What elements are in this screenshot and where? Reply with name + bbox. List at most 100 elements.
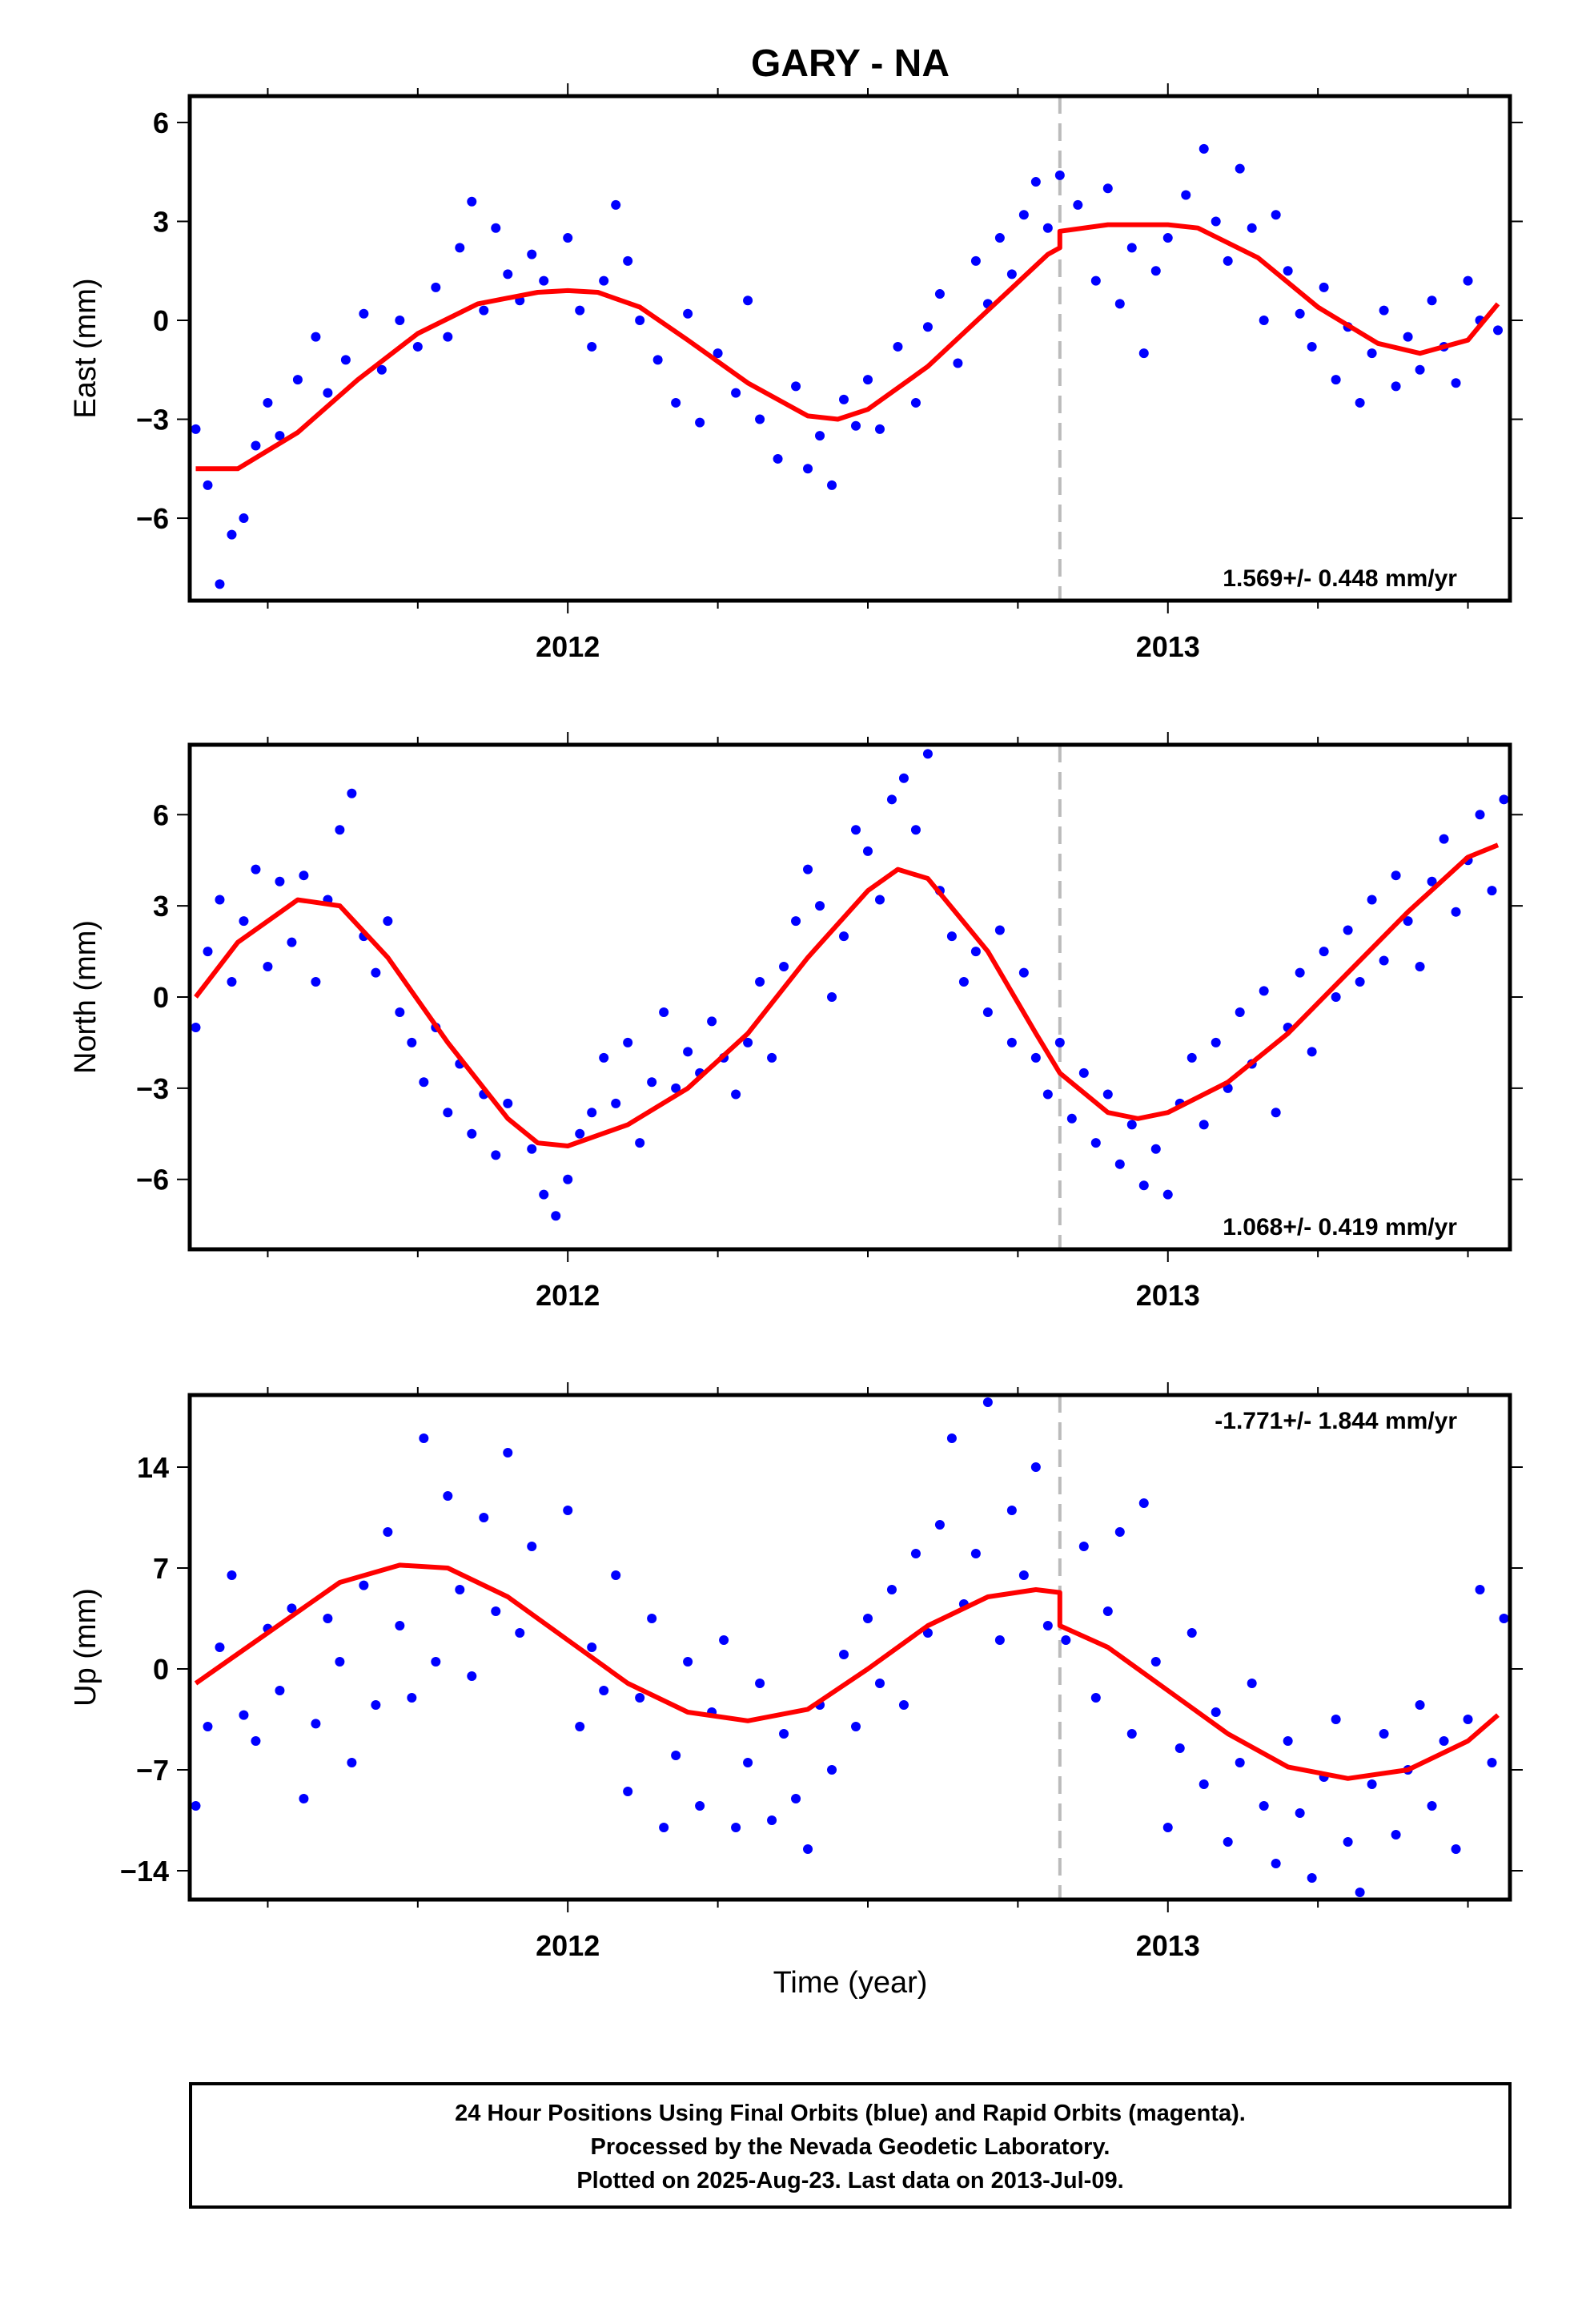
north-data-point: [1126, 1120, 1137, 1130]
east-data-point: [1463, 275, 1473, 286]
east-data-point: [1042, 223, 1053, 233]
north-rate-label: 1.068+/- 0.419 mm/yr: [1223, 1214, 1457, 1240]
up-data-point: [743, 1758, 753, 1767]
north-data-point: [383, 916, 393, 927]
north-data-point: [1186, 1052, 1197, 1063]
north-data-point: [251, 864, 261, 875]
x-axis-label: Time (year): [773, 1966, 928, 2000]
chart-title: GARY - NA: [751, 42, 950, 85]
up-data-point: [347, 1758, 357, 1767]
north-data-point: [407, 1037, 417, 1047]
up-data-point: [1199, 1779, 1209, 1789]
east-x-tick-label: 2013: [1136, 630, 1200, 663]
north-panel: 2012 2013 −6 −3 0 3 6 North (mm) 1.068+/- 0.419 …: [69, 732, 1523, 1312]
north-data-point: [946, 931, 957, 942]
up-data-point: [359, 1580, 369, 1590]
up-data-point: [695, 1801, 705, 1811]
up-data-point: [886, 1585, 897, 1594]
up-data-point: [827, 1765, 837, 1775]
up-data-point: [1102, 1606, 1113, 1616]
up-data-point: [659, 1823, 669, 1832]
east-data-point: [395, 316, 405, 325]
north-data-point: [1271, 1108, 1281, 1118]
up-data-point: [479, 1513, 489, 1522]
up-data-point: [611, 1570, 621, 1580]
up-data-point: [1487, 1758, 1497, 1767]
east-data-point: [539, 275, 549, 286]
north-data-point: [1499, 794, 1509, 805]
up-data-point: [1162, 1823, 1173, 1832]
up-data-point: [1307, 1873, 1317, 1883]
north-data-point: [1295, 967, 1305, 978]
up-data-point: [395, 1621, 405, 1630]
east-data-point: [1235, 163, 1245, 174]
up-data-point: [1295, 1808, 1305, 1818]
east-data-point: [652, 355, 663, 365]
north-data-point: [1114, 1159, 1125, 1169]
east-data-point: [611, 199, 621, 210]
north-data-point: [647, 1077, 657, 1088]
up-data-point: [443, 1491, 453, 1501]
north-data-point: [755, 977, 765, 987]
north-data-point: [611, 1098, 621, 1108]
north-y-axis-label: North (mm): [69, 920, 102, 1074]
up-data-point: [731, 1823, 741, 1832]
up-data-point: [946, 1433, 957, 1443]
east-plot-frame: [187, 94, 1512, 603]
east-data-point: [292, 375, 303, 385]
north-data-point: [1415, 962, 1425, 972]
east-data-point: [412, 341, 423, 352]
up-data-point: [1061, 1635, 1071, 1645]
footer-line-3: Plotted on 2025-Aug-23. Last data on 201…: [576, 2168, 1123, 2193]
east-data-point: [467, 196, 477, 207]
up-data-point: [1078, 1542, 1089, 1551]
east-data-point: [239, 513, 249, 524]
east-data-point: [683, 308, 693, 319]
east-data-point: [1126, 243, 1137, 253]
east-data-point: [203, 480, 213, 490]
up-data-point: [1211, 1707, 1221, 1717]
east-data-point: [1162, 233, 1173, 243]
up-points: [191, 1397, 1509, 1897]
east-data-point: [839, 394, 849, 404]
east-y-axis-label: East (mm): [69, 278, 102, 418]
up-data-point: [874, 1679, 885, 1688]
east-y-tick-label: −3: [136, 404, 169, 436]
north-data-point: [1355, 977, 1365, 987]
east-data-point: [1006, 269, 1017, 279]
up-y-tick-label: 14: [137, 1451, 169, 1484]
up-data-point: [850, 1722, 861, 1731]
north-data-point: [671, 1083, 681, 1093]
north-data-point: [551, 1211, 561, 1221]
east-data-point: [479, 305, 489, 316]
north-data-point: [1078, 1068, 1089, 1078]
north-x-tick-label: 2012: [536, 1279, 600, 1312]
north-data-point: [1487, 886, 1497, 896]
up-panel: 2012 2013 −14 −7 0 7 14 Up (mm) -1.771+/- 1.844 …: [69, 1382, 1523, 1962]
east-data-point: [1415, 364, 1425, 375]
up-data-point: [407, 1693, 417, 1703]
north-data-point: [503, 1098, 513, 1108]
east-data-point: [623, 255, 633, 266]
north-data-point: [1199, 1120, 1209, 1130]
north-data-point: [527, 1144, 537, 1154]
north-data-point: [623, 1037, 633, 1047]
up-data-point: [1126, 1729, 1137, 1739]
up-data-point: [1427, 1801, 1437, 1811]
up-data-point: [287, 1603, 297, 1614]
east-data-point: [431, 282, 441, 292]
up-data-point: [467, 1671, 477, 1681]
north-data-point: [994, 925, 1005, 935]
east-panel: 2012 2013 −6 −3 0 3 6 East (mm) 1.569+/- 0.448 m…: [69, 83, 1523, 663]
north-data-point: [1475, 810, 1485, 820]
north-y-tick-label: −3: [136, 1072, 169, 1105]
up-data-point: [1379, 1729, 1389, 1739]
north-model-curve: [194, 842, 1500, 1148]
up-data-point: [934, 1520, 945, 1530]
north-data-point: [803, 864, 813, 875]
east-data-point: [862, 375, 873, 385]
north-y-tick-label: −6: [136, 1164, 169, 1196]
up-data-point: [839, 1650, 849, 1659]
up-data-point: [239, 1710, 249, 1720]
up-data-point: [455, 1585, 465, 1594]
